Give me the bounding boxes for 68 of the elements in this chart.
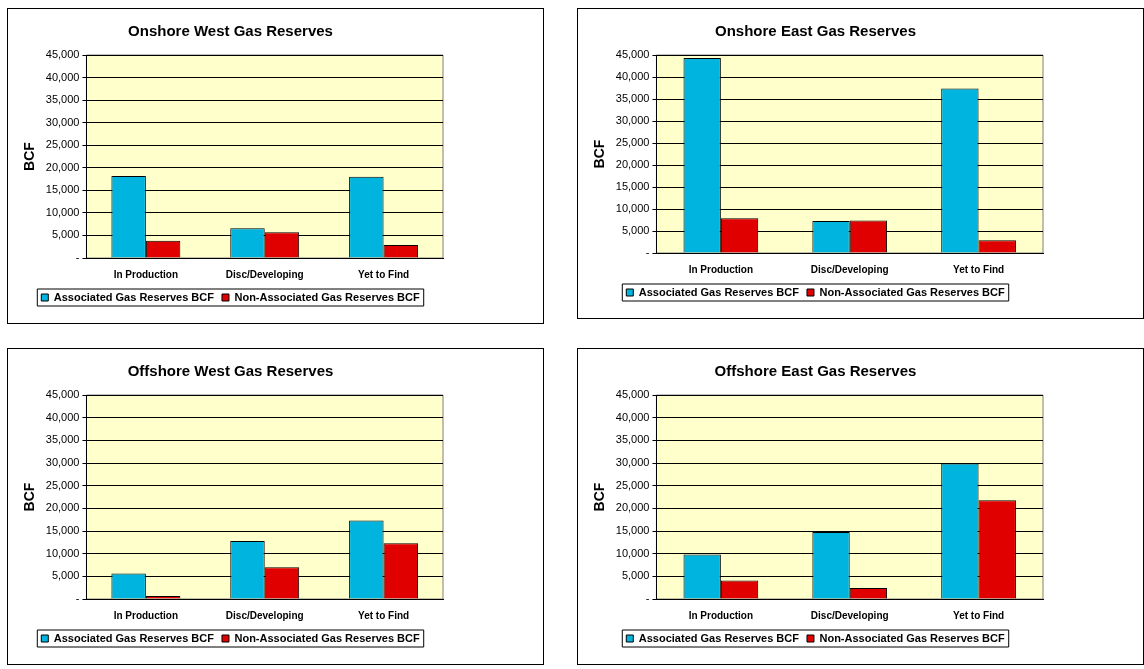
legend-label: Non-Associated Gas Reserves BCF: [234, 631, 420, 644]
x-tick-label: Disc/Developing: [810, 263, 889, 275]
y-axis-title: BCF: [591, 482, 608, 512]
x-tick-label: Disc/Developing: [225, 268, 304, 280]
x-tick-label: Yet to Find: [953, 263, 1005, 275]
y-tick-label: 5,000: [621, 569, 650, 582]
chart-title: Offshore East Gas Reserves: [714, 362, 917, 380]
x-tick-label: Yet to Find: [358, 609, 410, 621]
x-tick-label: Yet to Find: [358, 268, 410, 280]
y-tick-label: 40,000: [615, 70, 650, 83]
x-tick-label: In Production: [688, 609, 754, 621]
y-tick-label: 25,000: [615, 136, 650, 149]
y-tick-label: 15,000: [615, 180, 650, 193]
y-tick-label: 10,000: [615, 546, 650, 559]
y-tick-label: 40,000: [615, 410, 650, 423]
y-tick-label: 10,000: [615, 202, 650, 215]
y-axis-title: BCF: [21, 482, 38, 512]
y-tick-label: 35,000: [45, 433, 80, 446]
chart-title: Onshore West Gas Reserves: [128, 22, 333, 40]
legend-label: Associated Gas Reserves BCF: [638, 285, 800, 298]
y-tick-label: 5,000: [51, 228, 80, 241]
legend-label: Associated Gas Reserves BCF: [53, 290, 215, 303]
legend-label: Associated Gas Reserves BCF: [53, 631, 215, 644]
y-tick-label: 45,000: [615, 388, 650, 401]
y-tick-label: 20,000: [615, 501, 650, 514]
x-tick-label: In Production: [113, 609, 179, 621]
y-tick-label: 25,000: [615, 478, 650, 491]
y-tick-label: 5,000: [621, 224, 650, 237]
y-tick-label: -: [75, 592, 80, 605]
y-tick-label: 20,000: [45, 501, 80, 514]
y-tick-label: 45,000: [45, 388, 80, 401]
y-axis-title: BCF: [591, 139, 608, 169]
y-tick-label: 45,000: [45, 48, 80, 61]
y-tick-label: 30,000: [45, 115, 80, 128]
y-tick-label: 40,000: [45, 410, 80, 423]
x-tick-label: Yet to Find: [953, 609, 1005, 621]
y-tick-label: 10,000: [45, 546, 80, 559]
y-tick-label: -: [75, 251, 80, 264]
y-tick-label: -: [645, 246, 650, 259]
y-tick-label: 25,000: [45, 478, 80, 491]
y-tick-label: 30,000: [615, 456, 650, 469]
y-tick-label: 35,000: [45, 93, 80, 106]
y-tick-label: 30,000: [615, 114, 650, 127]
y-tick-label: 45,000: [615, 48, 650, 61]
legend-label: Non-Associated Gas Reserves BCF: [819, 631, 1005, 644]
x-tick-label: In Production: [113, 268, 179, 280]
legend-label: Non-Associated Gas Reserves BCF: [234, 290, 420, 303]
y-axis-title: BCF: [21, 141, 38, 171]
x-tick-label: Disc/Developing: [810, 609, 889, 621]
y-tick-label: 25,000: [45, 138, 80, 151]
y-tick-label: -: [645, 592, 650, 605]
y-tick-label: 5,000: [51, 569, 80, 582]
y-tick-label: 35,000: [615, 433, 650, 446]
y-tick-label: 20,000: [45, 160, 80, 173]
y-tick-label: 40,000: [45, 70, 80, 83]
y-tick-label: 15,000: [45, 183, 80, 196]
y-tick-label: 30,000: [45, 456, 80, 469]
y-tick-label: 15,000: [615, 524, 650, 537]
y-tick-label: 10,000: [45, 205, 80, 218]
chart-title: Onshore East Gas Reserves: [715, 22, 916, 40]
legend-label: Non-Associated Gas Reserves BCF: [819, 285, 1005, 298]
x-tick-label: Disc/Developing: [225, 609, 304, 621]
legend-label: Associated Gas Reserves BCF: [638, 631, 800, 644]
chart-title: Offshore West Gas Reserves: [127, 362, 334, 380]
x-tick-label: In Production: [688, 263, 754, 275]
y-tick-label: 35,000: [615, 92, 650, 105]
y-tick-label: 20,000: [615, 158, 650, 171]
y-tick-label: 15,000: [45, 524, 80, 537]
